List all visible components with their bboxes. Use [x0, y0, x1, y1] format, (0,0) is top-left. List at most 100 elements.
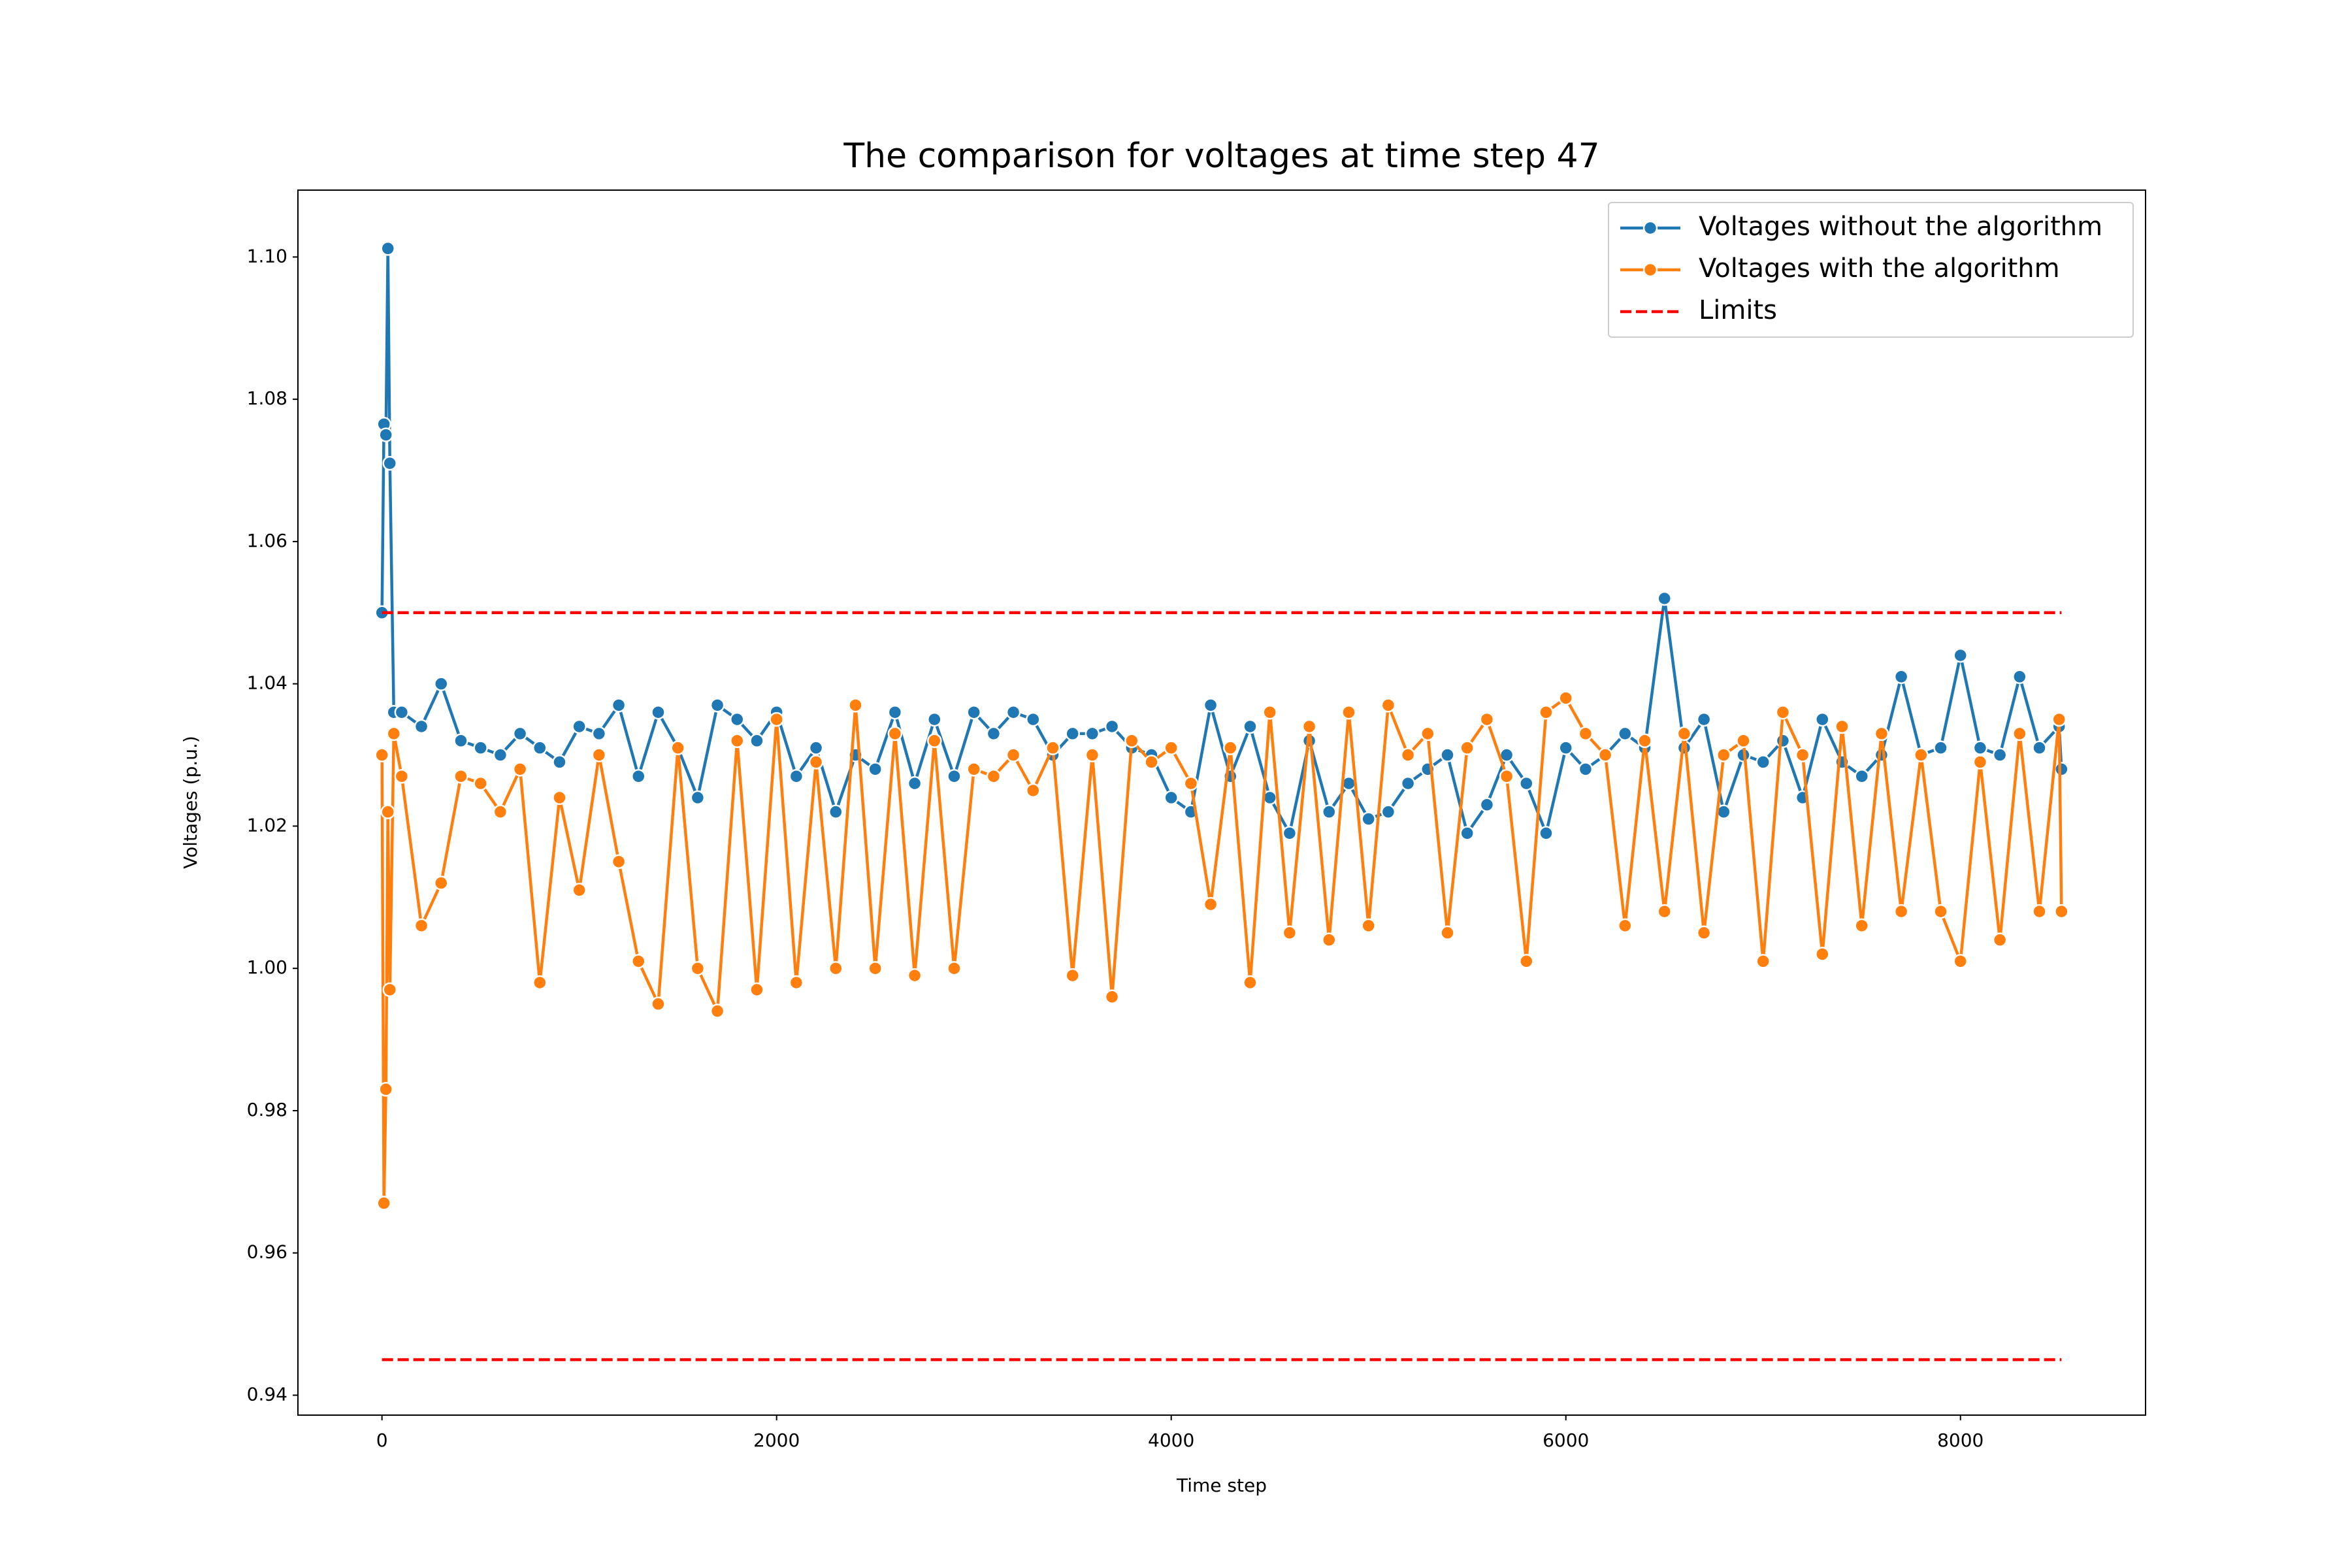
data-point — [512, 762, 528, 777]
data-point — [2032, 740, 2047, 755]
data-point — [907, 776, 923, 791]
legend-box — [1608, 202, 2134, 338]
data-point — [1085, 726, 1100, 742]
data-point — [1262, 704, 1277, 720]
data-point — [1065, 726, 1080, 742]
y-axis-label: Voltages (p.u.) — [180, 736, 201, 869]
data-point — [1775, 733, 1791, 749]
data-point — [1440, 747, 1455, 762]
data-point — [1558, 740, 1573, 755]
data-point — [828, 804, 843, 819]
data-point — [376, 1196, 391, 1211]
data-point — [651, 996, 666, 1011]
data-point — [394, 768, 410, 784]
data-point — [382, 455, 397, 471]
data-point — [1420, 726, 1435, 742]
data-point — [1380, 804, 1396, 819]
data-point — [552, 790, 567, 806]
data-point — [1341, 704, 1356, 720]
legend-marker — [1642, 262, 1658, 278]
data-point — [1933, 740, 1948, 755]
data-point — [1400, 747, 1416, 762]
data-point — [1164, 740, 1179, 755]
data-point — [1085, 747, 1100, 762]
data-point — [631, 768, 646, 784]
data-point — [1756, 755, 1771, 770]
data-point — [1479, 711, 1495, 727]
data-point — [690, 790, 706, 806]
data-point — [1005, 704, 1021, 720]
data-point — [532, 975, 547, 990]
data-point — [1460, 826, 1475, 841]
data-point — [1657, 591, 1672, 606]
data-point — [1301, 719, 1317, 734]
data-point — [591, 747, 607, 762]
data-point — [374, 747, 389, 762]
data-point — [808, 740, 824, 755]
data-point — [1005, 747, 1021, 762]
data-point — [1597, 747, 1613, 762]
data-point — [1519, 776, 1534, 791]
y-tick-label: 1.00 — [247, 956, 287, 978]
data-point — [473, 740, 488, 755]
data-point — [1322, 932, 1337, 947]
data-point — [1736, 733, 1751, 749]
chart-title: The comparison for voltages at time step… — [843, 137, 1599, 176]
data-point — [1460, 740, 1475, 755]
data-point — [887, 726, 903, 742]
x-tick-label: 2000 — [753, 1429, 800, 1451]
data-point — [552, 755, 567, 770]
data-point — [1144, 755, 1159, 770]
data-point — [828, 960, 843, 976]
series-line — [380, 696, 2063, 1205]
data-point — [710, 1004, 725, 1019]
data-point — [1854, 918, 1869, 934]
data-point — [2032, 904, 2047, 919]
data-point — [1026, 711, 1041, 727]
data-point — [808, 755, 824, 770]
data-point — [2012, 726, 2027, 742]
data-point — [670, 740, 685, 755]
data-point — [1835, 719, 1850, 734]
data-point — [1380, 698, 1396, 713]
y-tick-label: 0.94 — [247, 1384, 287, 1405]
data-point — [493, 747, 508, 762]
data-point — [789, 975, 804, 990]
data-point — [2051, 711, 2066, 727]
data-point — [434, 875, 449, 890]
data-point — [789, 768, 804, 784]
data-point — [1282, 826, 1298, 841]
data-point — [1716, 747, 1731, 762]
data-point — [1361, 918, 1376, 934]
legend-label: Voltages without the algorithm — [1699, 212, 2102, 242]
data-point — [572, 883, 587, 898]
data-point — [966, 704, 981, 720]
data-point — [749, 733, 764, 749]
data-point — [947, 768, 962, 784]
data-point — [1322, 804, 1337, 819]
data-point — [414, 719, 429, 734]
data-point — [453, 733, 468, 749]
data-point — [690, 960, 706, 976]
data-point — [749, 982, 764, 998]
y-tick-label: 1.08 — [247, 387, 287, 409]
data-point — [1756, 954, 1771, 969]
data-point — [710, 698, 725, 713]
data-point — [1874, 726, 1889, 742]
data-point — [512, 726, 528, 742]
x-tick-label: 8000 — [1937, 1429, 1984, 1451]
data-point — [1578, 726, 1593, 742]
data-point — [1183, 776, 1199, 791]
data-point — [651, 704, 666, 720]
data-point — [380, 241, 395, 256]
data-point — [848, 698, 863, 713]
data-point — [1972, 740, 1988, 755]
data-point — [1400, 776, 1416, 791]
data-point — [1618, 918, 1633, 934]
data-point — [631, 954, 646, 969]
data-point — [1815, 947, 1830, 962]
data-point — [730, 711, 745, 727]
data-point — [378, 427, 393, 442]
data-point — [1992, 747, 2008, 762]
